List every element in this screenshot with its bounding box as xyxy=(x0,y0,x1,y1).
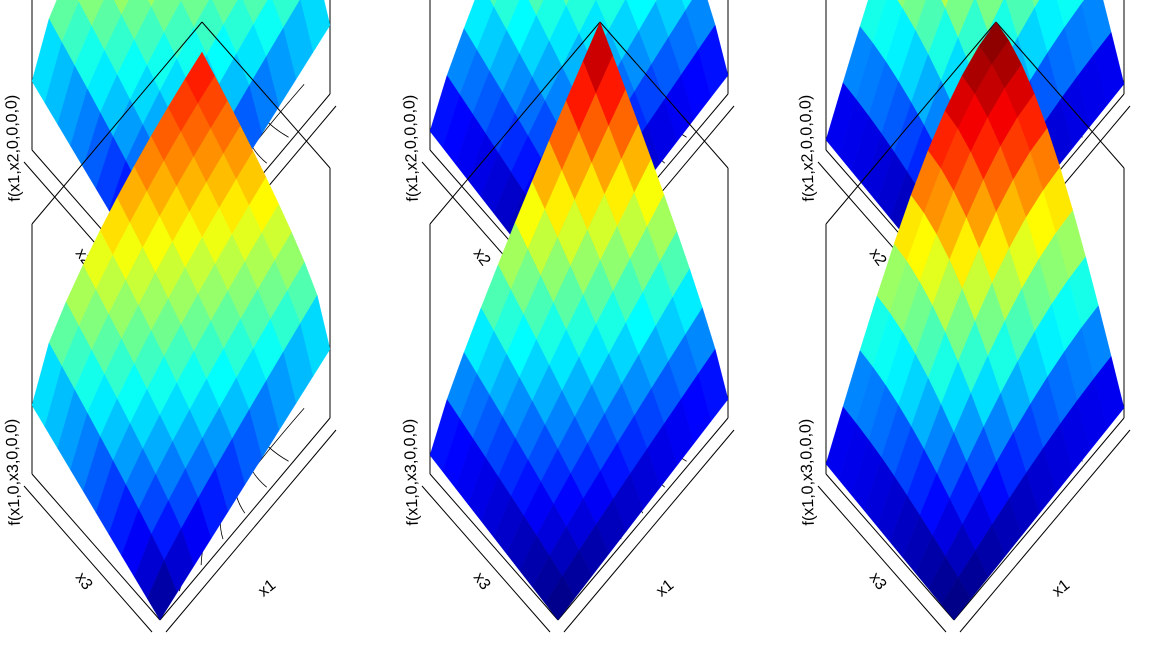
axis-label-y: x3 xyxy=(866,570,890,594)
axis-label-y: x2 xyxy=(866,246,890,270)
surface-facet xyxy=(489,0,497,8)
surface-facet xyxy=(563,0,570,7)
axis-label-z: f(x1,0,x3,0,0,0) xyxy=(797,419,818,526)
axis-label-z: f(x1,0,x3,0,0,0) xyxy=(3,419,24,526)
box-edge xyxy=(953,417,1125,621)
box-edge xyxy=(557,417,729,621)
surface-panel-5: MAP estimatex1x3f(x1,0,x3,0,0,0) xyxy=(401,21,735,633)
surface-panel-6: True functionx1x3f(x1,0,x3,0,0,0) xyxy=(797,21,1131,633)
box-edge xyxy=(599,21,729,169)
surface-mesh xyxy=(31,51,331,621)
box-edge xyxy=(825,21,997,225)
box-edge xyxy=(429,21,601,225)
axis-arrows xyxy=(421,429,735,633)
surface-facet xyxy=(544,575,576,621)
surface-mesh xyxy=(825,21,1125,621)
surface-panel-4: mAP estimate (ESS approach)x1x3f(x1,0,x3… xyxy=(3,21,337,633)
axis-label-z: f(x1,x2,0,0,0,0) xyxy=(3,95,24,202)
surface-facet xyxy=(113,0,130,16)
axis-arrows xyxy=(23,429,337,633)
box-edge xyxy=(201,21,331,169)
axis-label-y: x3 xyxy=(72,570,96,594)
surface-facet xyxy=(146,559,178,621)
axis-label-z: f(x1,x2,0,0,0,0) xyxy=(401,95,422,202)
axis-label-x: x1 xyxy=(255,576,279,600)
axis-label-x: x1 xyxy=(653,576,677,600)
box-edge xyxy=(429,473,559,621)
box-edge xyxy=(159,417,331,621)
surface-mesh xyxy=(429,21,729,621)
axis-label-z: f(x1,0,x3,0,0,0) xyxy=(401,419,422,526)
surface-facet xyxy=(940,577,972,621)
surface-facet xyxy=(896,0,906,9)
surface-facet xyxy=(681,0,693,11)
box-edge xyxy=(825,473,955,621)
box-edge xyxy=(995,21,1125,169)
box-edge xyxy=(31,473,161,621)
axis-label-x: x1 xyxy=(1049,576,1073,600)
surface-facet xyxy=(941,0,949,9)
axis-label-y: x2 xyxy=(470,246,494,270)
box-edge xyxy=(31,21,203,225)
surface-facet xyxy=(147,0,155,8)
axis-label-y: x3 xyxy=(470,570,494,594)
axis-arrows xyxy=(817,429,1131,633)
surface-facet xyxy=(528,0,544,17)
axis-label-z: f(x1,x2,0,0,0,0) xyxy=(797,95,818,202)
